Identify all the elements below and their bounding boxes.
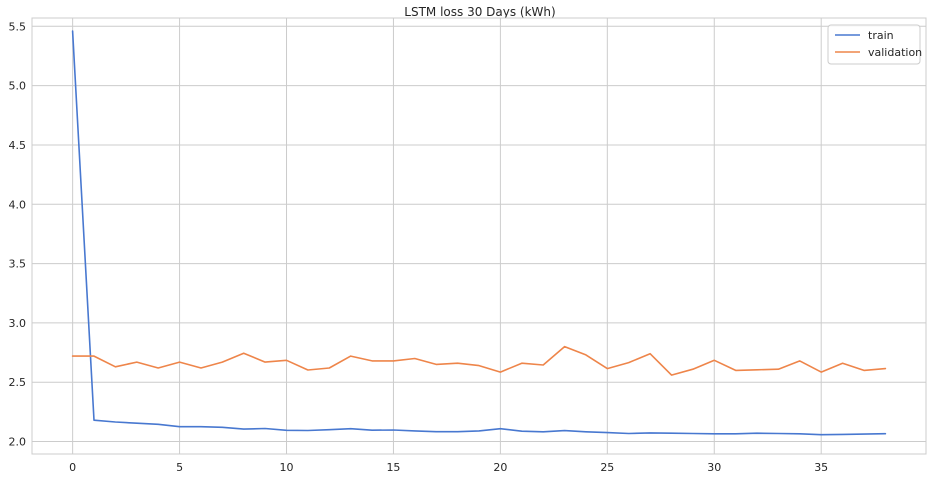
x-tick-label: 20 bbox=[493, 461, 507, 474]
axis-tick-labels: 0 5 10 15 20 25 30 35 2.0 2.5 3.0 3.5 4.0 4.5 5.0 5.5 bbox=[9, 20, 829, 474]
x-tick-label: 0 bbox=[69, 461, 76, 474]
legend: train validation bbox=[827, 24, 922, 65]
series-line-train bbox=[71, 30, 887, 436]
y-tick-label: 5.5 bbox=[9, 20, 27, 33]
x-tick-label: 25 bbox=[600, 461, 614, 474]
y-tick-label: 3.5 bbox=[9, 258, 27, 271]
y-tick-label: 4.0 bbox=[9, 198, 27, 211]
chart-title: LSTM loss 30 Days (kWh) bbox=[404, 5, 555, 19]
legend-label-validation: validation bbox=[868, 46, 922, 59]
y-tick-label: 4.5 bbox=[9, 139, 27, 152]
x-tick-label: 5 bbox=[176, 461, 183, 474]
plot-frame bbox=[31, 17, 927, 455]
y-tick-label: 2.0 bbox=[9, 436, 27, 449]
grid-lines bbox=[32, 18, 926, 454]
x-tick-label: 15 bbox=[386, 461, 400, 474]
x-tick-label: 10 bbox=[280, 461, 294, 474]
legend-label-train: train bbox=[868, 29, 894, 42]
x-tick-label: 30 bbox=[707, 461, 721, 474]
series-lines bbox=[71, 30, 887, 436]
y-tick-label: 5.0 bbox=[9, 80, 27, 93]
x-tick-label: 35 bbox=[814, 461, 828, 474]
y-tick-label: 2.5 bbox=[9, 376, 27, 389]
series-line-validation bbox=[71, 345, 887, 376]
y-tick-label: 3.0 bbox=[9, 317, 27, 330]
